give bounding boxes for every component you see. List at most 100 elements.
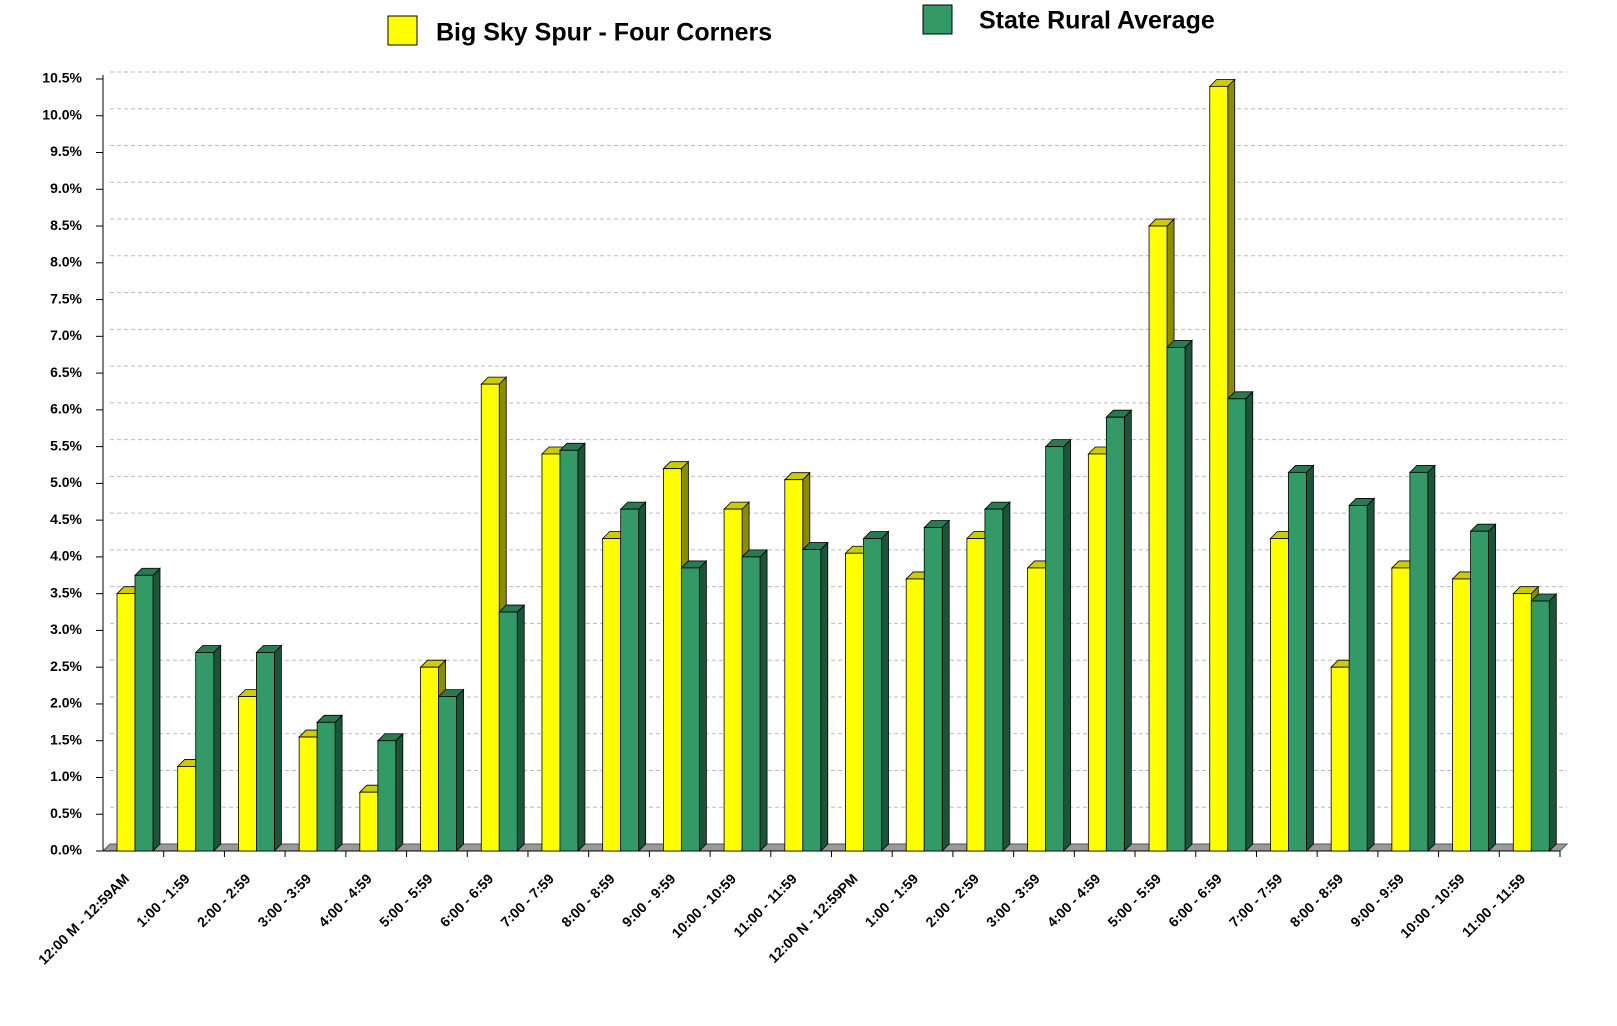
x-tick-label: 4:00 - 4:59 bbox=[1044, 870, 1104, 930]
x-tick-label: 12:00 M - 12:59AM bbox=[35, 870, 132, 967]
bar-front bbox=[905, 578, 925, 852]
y-tick-label: 4.0% bbox=[50, 548, 82, 564]
legend-swatch bbox=[387, 15, 418, 46]
bar-front bbox=[480, 383, 500, 852]
bar-side bbox=[1245, 390, 1254, 852]
bar-side bbox=[1002, 501, 1011, 852]
bar-front bbox=[359, 791, 379, 852]
bar-front bbox=[438, 696, 457, 852]
bar-front bbox=[784, 479, 804, 852]
bar-side bbox=[1488, 523, 1496, 852]
bar-front bbox=[1045, 446, 1065, 852]
bar-front bbox=[602, 538, 622, 852]
bar-side bbox=[334, 714, 343, 852]
bar-side bbox=[1427, 464, 1436, 852]
bar-side bbox=[577, 442, 586, 852]
bar-side bbox=[516, 604, 525, 852]
bar-front bbox=[1470, 530, 1489, 852]
bar bbox=[498, 604, 526, 852]
bar bbox=[680, 559, 708, 852]
y-tick-label: 9.5% bbox=[50, 143, 82, 159]
bar-front bbox=[1330, 666, 1350, 852]
bar-front bbox=[1227, 398, 1247, 852]
bar-front bbox=[498, 611, 518, 852]
bar bbox=[1287, 464, 1315, 852]
bar-front bbox=[966, 538, 986, 852]
x-tick-label: 8:00 - 8:59 bbox=[1287, 870, 1347, 930]
x-tick-label: 6:00 - 6:59 bbox=[437, 870, 497, 930]
bar-front bbox=[420, 666, 439, 852]
y-tick-label: 0.0% bbox=[50, 842, 82, 858]
bar-front bbox=[1027, 567, 1047, 852]
x-tick-label: 1:00 - 1:59 bbox=[862, 870, 922, 930]
x-tick-label: 6:00 - 6:59 bbox=[1165, 870, 1225, 930]
bar bbox=[316, 714, 344, 852]
bar-front bbox=[680, 567, 700, 852]
y-tick-label: 7.0% bbox=[50, 327, 82, 343]
legend-label: Big Sky Spur - Four Corners bbox=[436, 19, 772, 47]
bar-front bbox=[238, 696, 257, 852]
bar-side bbox=[395, 732, 404, 852]
x-tick-label: 5:00 - 5:59 bbox=[376, 870, 436, 930]
y-tick-label: 6.0% bbox=[50, 401, 82, 417]
bar-front bbox=[1391, 567, 1411, 852]
y-tick-label: 8.0% bbox=[50, 254, 82, 270]
bar-side bbox=[881, 530, 889, 852]
bar bbox=[1044, 438, 1072, 852]
y-tick-label: 9.0% bbox=[50, 180, 82, 196]
x-tick-label: 9:00 - 9:59 bbox=[619, 870, 679, 930]
y-tick-label: 1.5% bbox=[50, 731, 82, 747]
bar bbox=[134, 567, 161, 852]
bar bbox=[923, 519, 951, 852]
bar bbox=[376, 732, 404, 852]
bar bbox=[437, 688, 465, 852]
bar-side bbox=[638, 501, 647, 852]
bar bbox=[801, 541, 829, 852]
bar-front bbox=[1270, 538, 1289, 852]
bar-front bbox=[1288, 471, 1307, 852]
bar-side bbox=[1184, 339, 1193, 852]
bar bbox=[1408, 464, 1436, 852]
bar-front bbox=[1209, 85, 1229, 852]
bar-front bbox=[1087, 453, 1107, 852]
y-tick-label: 2.5% bbox=[50, 658, 82, 674]
bar-front bbox=[1348, 505, 1368, 852]
x-tick-label: 1:00 - 1:59 bbox=[133, 870, 193, 930]
bar-front bbox=[256, 652, 275, 852]
y-tick-label: 10.5% bbox=[42, 70, 82, 86]
legend-label: State Rural Average bbox=[979, 7, 1215, 35]
bar bbox=[983, 501, 1011, 852]
bar bbox=[255, 644, 283, 852]
bar-front bbox=[116, 593, 136, 852]
bar bbox=[862, 530, 890, 852]
bar-front bbox=[863, 538, 882, 852]
bar-front bbox=[1166, 346, 1186, 852]
bar-side bbox=[1366, 497, 1375, 852]
bar-side bbox=[820, 541, 829, 852]
y-tick-label: 4.5% bbox=[50, 511, 82, 527]
bar-front bbox=[741, 556, 761, 852]
x-tick-label: 8:00 - 8:59 bbox=[558, 870, 618, 930]
bar bbox=[558, 442, 586, 852]
bar-side bbox=[274, 644, 282, 852]
bar-front bbox=[541, 453, 561, 852]
y-tick-label: 2.0% bbox=[50, 695, 82, 711]
bar-front bbox=[316, 721, 336, 852]
bar-front bbox=[1512, 593, 1532, 852]
y-tick-label: 5.5% bbox=[50, 437, 82, 453]
x-tick-label: 10:00 - 10:59 bbox=[668, 870, 739, 941]
y-tick-label: 3.5% bbox=[50, 584, 82, 600]
bar bbox=[1469, 523, 1497, 852]
bar-front bbox=[662, 468, 682, 852]
y-tick-label: 3.0% bbox=[50, 621, 82, 637]
x-tick-label: 3:00 - 3:59 bbox=[254, 870, 314, 930]
y-tick-label: 1.0% bbox=[50, 768, 82, 784]
bar-side bbox=[1548, 593, 1557, 852]
bar bbox=[741, 548, 769, 852]
x-tick-label: 9:00 - 9:59 bbox=[1347, 870, 1407, 930]
y-tick-label: 5.0% bbox=[50, 474, 82, 490]
bar-side bbox=[213, 644, 222, 852]
bar bbox=[1166, 339, 1194, 852]
